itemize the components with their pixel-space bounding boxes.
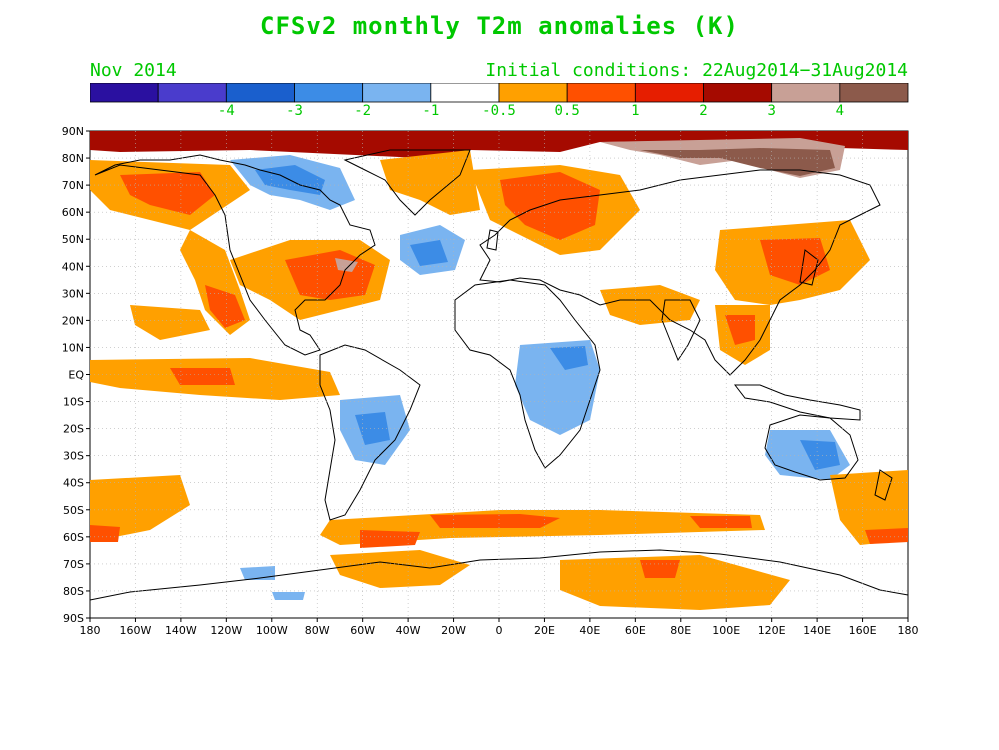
lat-label: 70N [62,179,84,192]
colorbar-tick-label: 3 [767,103,776,119]
colorbar-tick-label: -1 [422,103,440,119]
siberia-extreme-core [640,148,835,176]
initial-conditions-label: Initial conditions: 22Aug2014−31Aug2014 [485,60,908,81]
lat-label: 20S [63,423,84,436]
lat-label: 10N [62,341,84,354]
chart-title: CFSv2 monthly T2m anomalies (K) [260,12,739,40]
china-warm-core [725,315,755,345]
anomaly-shading [90,131,908,610]
antarctic-pen-warm [330,550,470,588]
lon-label: 80E [670,624,691,637]
lon-label: 160E [849,624,877,637]
lat-label: 50S [63,504,84,517]
colorbar-tick-label: -2 [354,103,372,119]
arctic-warm-band [90,131,908,158]
lat-label: 30N [62,287,84,300]
lon-label: 140E [803,624,831,637]
antarctic-cold [240,566,275,580]
uk-coast [486,229,499,251]
lon-label: 160W [120,624,152,637]
lat-label: 50N [62,233,84,246]
eq-pacific-core [170,368,235,385]
central-pacific-warm [130,305,210,340]
africa-cold-core [550,346,588,370]
eurasia-coast [479,169,881,376]
nz-sector-core [865,528,908,544]
lat-label: 40S [63,477,84,490]
southern-ocean-core [430,514,560,528]
colorbar-tick-label: 4 [835,103,845,119]
lat-label: 80N [62,152,84,165]
graticule [90,131,908,618]
lat-label: 70S [63,558,84,571]
forecast-month-label: Nov 2014 [90,60,177,81]
lat-label: EQ [68,369,84,382]
lon-label: 40W [396,624,421,637]
colorbar [90,83,909,103]
scandinavia-warm-core [500,172,600,240]
colorbar-tick-label: 1 [631,103,640,119]
lon-label: 0 [496,624,503,637]
s-america-cold-core [355,412,390,445]
southern-ocean-warm [320,510,765,545]
sw-atlantic-warm [360,530,420,548]
colorbar-tick-label: -3 [286,103,303,119]
lon-label: 100E [712,624,740,637]
lat-label: 30S [63,450,84,463]
se-pacific-warm [90,475,190,540]
colorbar-tick-label: 2 [699,103,708,119]
lon-label: 20W [441,624,466,637]
colorbar-tick-label: 0.5 [554,103,580,119]
lat-label: 40N [62,260,84,273]
mideast-warm [600,285,700,325]
lon-label: 60E [625,624,646,637]
japan-coast [799,249,819,286]
indonesia-coast [733,384,861,421]
lon-label: 40E [579,624,600,637]
antarctica-coast [89,549,909,601]
lon-label: 60W [350,624,375,637]
colorbar-tick-label: -0.5 [482,103,516,119]
n-atlantic-cold-core [410,240,448,266]
alaska-warm-core [120,172,215,215]
lat-label: 90S [63,612,84,625]
ne-pacific-core [205,285,245,328]
lat-label: 60N [62,206,84,219]
lat-label: 10S [63,396,84,409]
southern-ocean-east-core [690,516,752,528]
lon-label: 140W [165,624,197,637]
lon-label: 120E [758,624,786,637]
east-asia-warm-core [760,238,830,285]
africa-coast [454,279,601,469]
lat-label: 80S [63,585,84,598]
coastlines [89,149,909,601]
india-coast [661,299,701,362]
antarctic-warm [560,555,790,610]
lat-label: 60S [63,531,84,544]
latitude-ticks: 90N 80N 70N 60N 50N 40N 30N 20N 10N EQ 10S 20S 30S 40… [62,125,90,625]
australia-cold-core [800,440,840,470]
antarctic-cold-2 [272,592,305,600]
greenland-warm [380,150,480,215]
colorbar-swatch [839,83,909,103]
lat-label: 20N [62,314,84,327]
south-america-coast [319,344,421,521]
lon-label: 120W [210,624,242,637]
lon-label: 80W [305,624,330,637]
lon-label: 100W [256,624,288,637]
lon-label: 20E [534,624,555,637]
antarctic-warm-core [640,560,680,578]
new-zealand-coast [874,469,893,501]
colorbar-tick-label: -4 [217,103,235,119]
longitude-ticks: 180 160W 140W 120W 100W 80W 60W 40W 20W 0 20E 40E 60… [80,618,919,637]
lon-label: 180 [80,624,101,637]
lon-label: 180 [898,624,919,637]
se-pacific-core [90,525,120,542]
lat-label: 90N [62,125,84,138]
north-america-coast [94,154,376,356]
greenland-coast [343,149,471,216]
us-east-extreme [335,258,358,272]
